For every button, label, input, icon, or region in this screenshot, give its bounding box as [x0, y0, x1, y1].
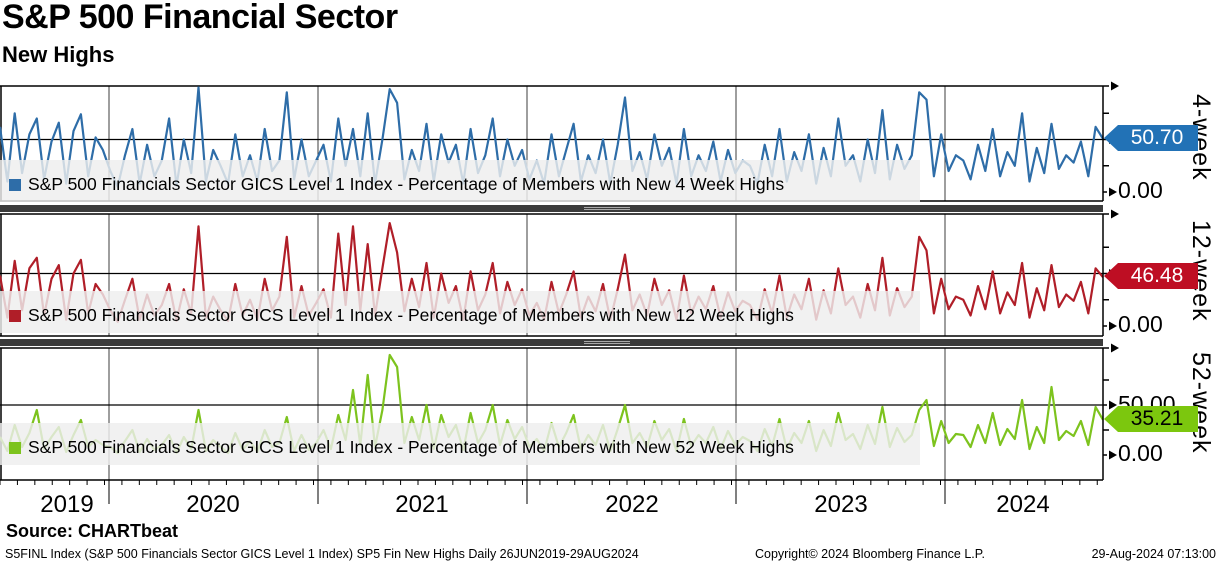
- panel-divider[interactable]: [0, 339, 1103, 346]
- footer-timestamp: 29-Aug-2024 07:13:00: [1091, 547, 1216, 561]
- legend-label: S&P 500 Financials Sector GICS Level 1 I…: [28, 305, 794, 325]
- source-line: Source: CHARTbeat: [6, 521, 179, 541]
- footer-copyright: Copyright© 2024 Bloomberg Finance L.P.: [755, 547, 985, 561]
- legend-swatch-icon: [9, 441, 21, 454]
- legend-12-week[interactable]: S&P 500 Financials Sector GICS Level 1 I…: [9, 305, 794, 326]
- legend-swatch-icon: [9, 309, 21, 322]
- y-axis-zero-label: 0.00: [1118, 177, 1163, 203]
- page-subtitle: New Highs: [2, 42, 115, 67]
- x-axis-year-label: 2020: [186, 491, 240, 518]
- page-title: S&P 500 Financial Sector: [2, 0, 398, 36]
- panel-axis-title-52-week: 52-week: [1187, 352, 1215, 454]
- y-axis-zero-label: 0.00: [1118, 311, 1163, 337]
- divider-grip-icon: [584, 340, 630, 345]
- divider-grip-icon: [584, 206, 630, 211]
- x-axis-year-label: 2019: [40, 491, 94, 518]
- x-axis-year-label: 2021: [395, 491, 449, 518]
- legend-52-week[interactable]: S&P 500 Financials Sector GICS Level 1 I…: [9, 437, 794, 458]
- panel-divider[interactable]: [0, 205, 1103, 212]
- footer-ticker-info: S5FINL Index (S&P 500 Financials Sector …: [5, 547, 639, 561]
- x-axis-year-label: 2024: [996, 491, 1050, 518]
- last-value-tag-12-week: 46.48: [1104, 263, 1198, 289]
- legend-4-week[interactable]: S&P 500 Financials Sector GICS Level 1 I…: [9, 174, 784, 195]
- legend-label: S&P 500 Financials Sector GICS Level 1 I…: [28, 174, 785, 194]
- legend-label: S&P 500 Financials Sector GICS Level 1 I…: [28, 437, 794, 457]
- y-axis-zero-label: 0.00: [1118, 440, 1163, 466]
- last-value-tag-52-week: 35.21: [1104, 406, 1198, 432]
- x-axis-year-label: 2023: [814, 491, 868, 518]
- legend-swatch-icon: [9, 178, 21, 191]
- last-value-tag-4-week: 50.70: [1104, 125, 1198, 151]
- x-axis-year-label: 2022: [605, 491, 659, 518]
